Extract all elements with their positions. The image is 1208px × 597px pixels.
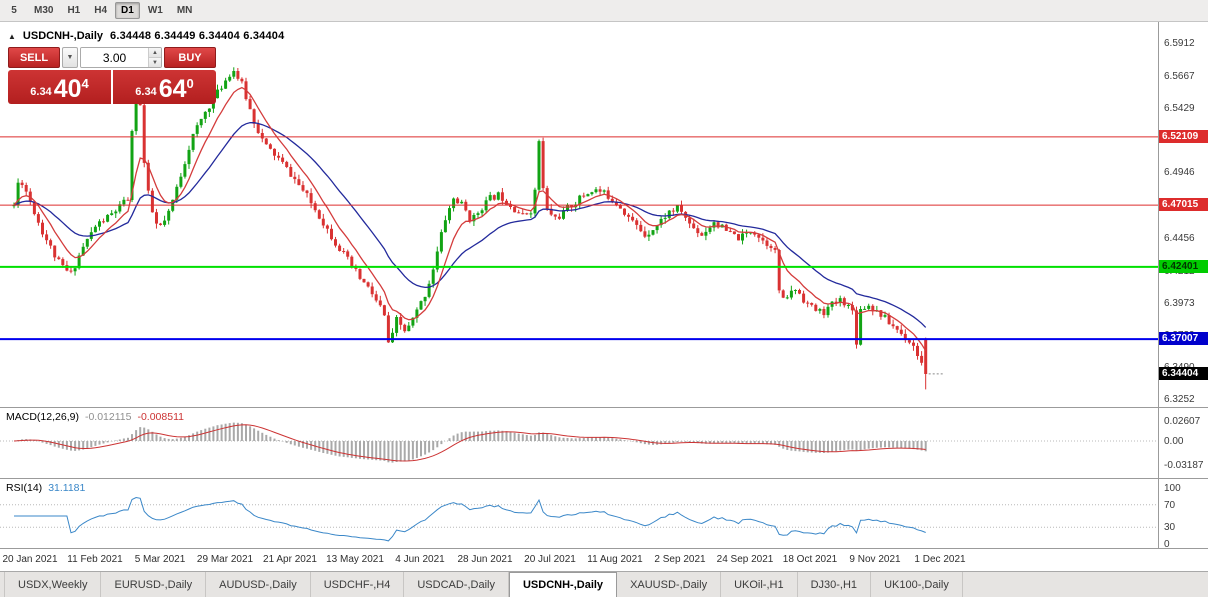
rsi-axis-label: 70	[1164, 499, 1176, 511]
rsi-value: 31.1181	[48, 482, 86, 494]
macd-indicator-label: MACD(12,26,9) -0.012115 -0.008511	[6, 411, 184, 423]
rsi-axis-label: 0	[1164, 539, 1170, 550]
tab-dj30-h1[interactable]: DJ30-,H1	[798, 572, 872, 597]
timeframe-h4[interactable]: H4	[94, 5, 108, 16]
price-tick: 6.4456	[1164, 232, 1195, 244]
macd-axis-label: 0.02607	[1164, 416, 1201, 428]
buy-price-display[interactable]: 6.34 64 0	[113, 70, 216, 104]
timeframe-toolbar: 5 M30 H1 H4 D1 W1 MN	[0, 0, 1208, 22]
level-price-label: 6.52109	[1159, 129, 1208, 143]
level-price-label: 6.47015	[1159, 198, 1208, 212]
rsi-axis-label: 100	[1164, 483, 1181, 494]
price-axis-divider	[1158, 22, 1159, 548]
sell-button[interactable]: SELL	[8, 47, 60, 68]
date-label: 2 Sep 2021	[654, 554, 706, 565]
lot-spinner: ▲ ▼	[148, 48, 161, 67]
date-label: 9 Nov 2021	[849, 554, 901, 565]
rsi-indicator-label: RSI(14) 31.1181	[6, 482, 85, 494]
date-label: 13 May 2021	[326, 554, 384, 565]
date-label: 11 Feb 2021	[67, 554, 123, 565]
timeframe-d1[interactable]: D1	[115, 2, 140, 19]
tab-xauusd-daily[interactable]: XAUUSD-,Daily	[617, 572, 722, 597]
price-tick: 6.5429	[1164, 102, 1195, 114]
date-label: 21 Apr 2021	[263, 554, 317, 565]
tab-usdcad-daily[interactable]: USDCAD-,Daily	[404, 572, 509, 597]
one-click-toggle-icon[interactable]: ▲	[8, 31, 16, 41]
time-axis[interactable]: 20 Jan 2021 11 Feb 2021 5 Mar 2021 29 Mar 2…	[0, 549, 1158, 570]
timeframe-mn[interactable]: MN	[176, 5, 193, 16]
date-label: 24 Sep 2021	[716, 554, 774, 565]
sell-price-pips: 40	[53, 75, 82, 103]
tab-usdchf-h4[interactable]: USDCHF-,H4	[311, 572, 405, 597]
chart-tab-bar: USDX,Weekly EURUSD-,Daily AUDUSD-,Daily USD…	[0, 571, 1208, 597]
tab-usdx-weekly[interactable]: USDX,Weekly	[4, 572, 102, 597]
tab-ukoil-h1[interactable]: UKOil-,H1	[721, 572, 798, 597]
one-click-trading-panel: SELL ▼ ▲ ▼ BUY 6.34 40 4 6.3	[8, 47, 216, 104]
price-tick: 6.4946	[1164, 167, 1195, 179]
current-price-label: 6.34404	[1159, 366, 1208, 380]
sell-price-point: 4	[81, 76, 89, 91]
tab-usdcnh-daily[interactable]: USDCNH-,Daily	[508, 572, 618, 597]
level-price-label: 6.37007	[1159, 332, 1208, 346]
price-axis[interactable]: 6.59126.56676.54296.51916.49466.47016.44…	[1159, 22, 1208, 550]
tab-eurusd-daily[interactable]: EURUSD-,Daily	[101, 572, 207, 597]
lot-size-input[interactable]	[81, 48, 148, 67]
level-price-label: 6.42401	[1159, 259, 1208, 273]
date-label: 18 Oct 2021	[782, 554, 838, 565]
date-label: 20 Jul 2021	[524, 554, 576, 565]
sell-price-display[interactable]: 6.34 40 4	[8, 70, 111, 104]
buy-price-prefix: 6.34	[135, 86, 157, 98]
price-tick: 6.5667	[1164, 70, 1195, 82]
lot-increase-button[interactable]: ▲	[149, 48, 161, 58]
date-label: 28 Jun 2021	[457, 554, 513, 565]
price-tick: 6.3252	[1164, 394, 1195, 406]
rsi-name: RSI(14)	[6, 482, 43, 494]
timeframe-h1[interactable]: H1	[67, 5, 81, 16]
sell-price-prefix: 6.34	[30, 86, 52, 98]
macd-signal-value: -0.008511	[137, 411, 184, 423]
time-axis-splitter	[0, 548, 1208, 549]
chart-window: 20 Jan 2021 11 Feb 2021 5 Mar 2021 29 Mar 2…	[0, 22, 1208, 571]
buy-button[interactable]: BUY	[164, 47, 216, 68]
price-tick: 6.5912	[1164, 38, 1195, 49]
lot-dropdown-button[interactable]: ▼	[62, 47, 78, 68]
date-label: 20 Jan 2021	[2, 554, 58, 565]
buy-price-point: 0	[186, 76, 194, 91]
macd-axis-label: -0.03187	[1164, 460, 1204, 472]
tab-audusd-daily[interactable]: AUDUSD-,Daily	[206, 572, 311, 597]
timeframe-5[interactable]: 5	[11, 5, 17, 16]
rsi-panel-splitter[interactable]	[0, 478, 1208, 479]
date-label: 1 Dec 2021	[914, 554, 966, 565]
buy-price-pips: 64	[158, 75, 187, 103]
date-label: 5 Mar 2021	[134, 554, 186, 565]
lot-decrease-button[interactable]: ▼	[149, 58, 161, 67]
chart-plot[interactable]	[0, 24, 1158, 407]
macd-panel-splitter[interactable]	[0, 407, 1208, 408]
date-label: 11 Aug 2021	[587, 554, 643, 565]
date-label: 29 Mar 2021	[196, 554, 254, 565]
tab-uk100-daily[interactable]: UK100-,Daily	[871, 572, 963, 597]
lot-size-field: ▲ ▼	[80, 47, 162, 68]
timeframe-m30[interactable]: M30	[34, 5, 54, 16]
macd-axis-label: 0.00	[1164, 436, 1184, 447]
rsi-axis-label: 30	[1164, 522, 1176, 534]
chart-title: ▲ USDCNH-,Daily 6.34448 6.34449 6.34404 …	[8, 30, 284, 42]
macd-main-value: -0.012115	[84, 411, 132, 423]
date-label: 4 Jun 2021	[395, 554, 445, 565]
chart-ohlc-values: 6.34448 6.34449 6.34404 6.34404	[110, 30, 285, 42]
rsi-plot[interactable]	[0, 479, 1158, 548]
timeframe-w1[interactable]: W1	[147, 5, 163, 16]
macd-plot[interactable]	[0, 408, 1158, 478]
macd-name: MACD(12,26,9)	[6, 411, 79, 423]
chart-symbol-label: USDCNH-,Daily	[22, 30, 103, 42]
price-tick: 6.3973	[1164, 297, 1195, 309]
